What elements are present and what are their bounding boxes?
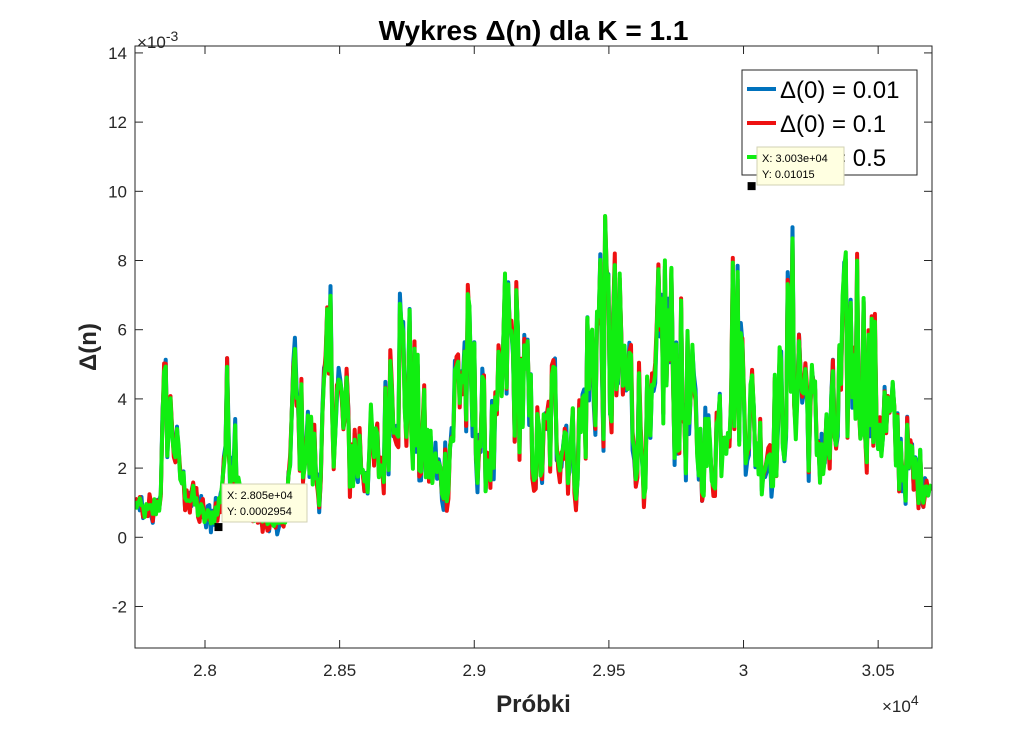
datatip-2[interactable]: X: 3.003e+04 Y: 0.01015: [747, 146, 845, 191]
y-axis-multiplier: ×10-3: [137, 28, 179, 52]
x-tick-label: 2.85: [323, 661, 356, 680]
x-tick-label: 3.05: [862, 661, 895, 680]
y-tick-label: 6: [118, 321, 127, 340]
y-axis-title: Δ(n): [75, 323, 102, 371]
x-axis-multiplier: ×104: [882, 692, 919, 716]
datatip-1[interactable]: X: 2.805e+04 Y: 0.0002954: [214, 483, 308, 532]
legend-item-1: Δ(0) = 0.01: [780, 77, 899, 104]
datatip-x-text: X: 2.805e+04: [227, 490, 293, 502]
datatip-marker[interactable]: [214, 523, 223, 532]
y-tick-label: -2: [112, 597, 127, 616]
y-tick-label: 0: [118, 528, 127, 547]
x-tick-label: 2.8: [193, 661, 217, 680]
chart-title: Wykres Δ(n) dla K = 1.1: [379, 15, 689, 46]
y-tick-label: 2: [118, 459, 127, 478]
x-tick-label: 2.9: [462, 661, 486, 680]
series-line-3: [135, 214, 932, 528]
legend-item-2: Δ(0) = 0.1: [780, 111, 886, 138]
x-axis-title: Próbki: [496, 691, 571, 718]
x-tick-label: 2.95: [592, 661, 625, 680]
y-tick-label: 14: [108, 44, 127, 63]
series-layer: [135, 214, 932, 537]
axes: [134, 45, 933, 649]
y-tick-label: 8: [118, 252, 127, 271]
y-tick-label: 10: [108, 182, 127, 201]
datatip-marker[interactable]: [747, 182, 756, 191]
datatip-x-text: X: 3.003e+04: [762, 153, 828, 165]
y-tick-label: 4: [118, 390, 127, 409]
datatip-y-text: Y: 0.0002954: [227, 506, 292, 518]
x-tick-label: 3: [739, 661, 748, 680]
datatip-y-text: Y: 0.01015: [762, 169, 815, 181]
y-tick-label: 12: [108, 113, 127, 132]
